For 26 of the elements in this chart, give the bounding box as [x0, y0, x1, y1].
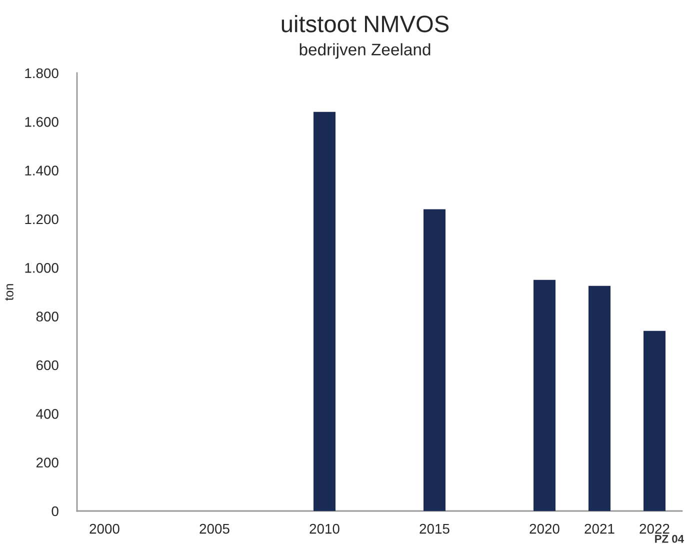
x-tick-label: 2021: [584, 524, 614, 534]
y-tick-label: 1.000: [25, 263, 58, 273]
bar: [588, 286, 610, 511]
x-tick-label: 2005: [200, 524, 230, 534]
bar: [644, 330, 666, 511]
y-tick-label: 400: [36, 409, 58, 419]
y-tick-label: 800: [36, 312, 58, 322]
bar: [424, 209, 446, 511]
y-tick-label: 1.200: [25, 214, 58, 224]
y-tick-label: 0: [52, 506, 58, 516]
bar: [534, 280, 556, 511]
y-tick-label: 200: [36, 458, 58, 468]
y-tick-label: 600: [36, 360, 58, 370]
x-tick-label: 2015: [420, 524, 450, 534]
chart-title: uitstoot NMVOS: [282, 14, 449, 32]
x-tick-label: 2022: [640, 524, 670, 534]
y-tick-label: 1.600: [25, 117, 58, 127]
x-tick-label: 2020: [530, 524, 560, 534]
bar: [314, 112, 336, 511]
y-tick-label: 1.400: [25, 166, 58, 176]
x-tick-label: 2010: [310, 524, 340, 534]
x-tick-label: 2000: [90, 524, 120, 534]
y-tick-label: 1.800: [25, 68, 58, 78]
y-axis-title: ton: [5, 284, 14, 300]
chart-subtitle: bedrijven Zeeland: [300, 43, 430, 59]
text: PZ 04: [655, 534, 684, 543]
